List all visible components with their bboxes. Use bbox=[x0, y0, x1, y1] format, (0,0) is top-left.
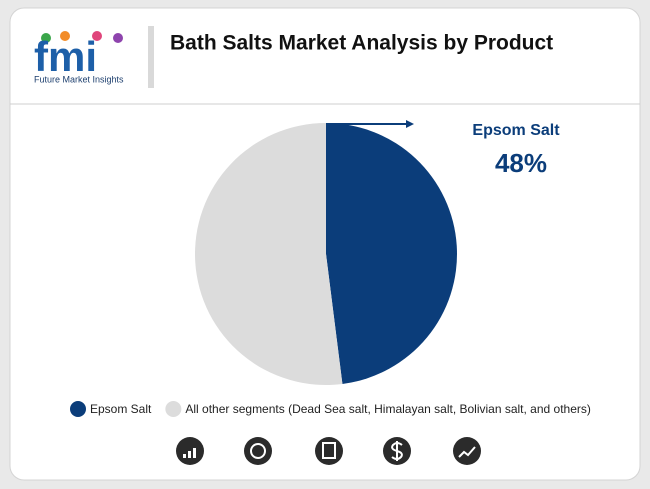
logo-dot bbox=[92, 31, 102, 41]
callout-label: Epsom Salt bbox=[472, 122, 560, 139]
value-label: 48% bbox=[495, 148, 547, 178]
pie-slice bbox=[326, 123, 458, 384]
legend: Epsom Salt All other segments (Dead Sea s… bbox=[70, 401, 591, 417]
icon bbox=[244, 437, 272, 465]
logo-dot bbox=[60, 31, 70, 41]
legend-label: Epsom Salt bbox=[90, 402, 152, 416]
icon-row bbox=[176, 437, 481, 465]
divider bbox=[148, 26, 154, 88]
icon-glyph bbox=[458, 446, 476, 458]
icon-glyph bbox=[183, 448, 196, 458]
logo-mark: fmi bbox=[34, 33, 97, 80]
logo-name: Future Market Insights bbox=[34, 74, 124, 84]
logo: fmi Future Market Insights bbox=[34, 31, 124, 84]
callout-arrowhead bbox=[406, 120, 414, 128]
icon-glyph bbox=[322, 442, 336, 459]
icon bbox=[453, 437, 481, 465]
logo-dot bbox=[41, 33, 51, 43]
pie-slice bbox=[195, 123, 343, 385]
pie bbox=[195, 123, 458, 385]
icon bbox=[315, 437, 343, 465]
legend-swatch bbox=[165, 401, 182, 417]
legend-swatch bbox=[70, 401, 86, 417]
logo-dot bbox=[113, 33, 123, 43]
legend-label: All other segments (Dead Sea salt, Himal… bbox=[185, 402, 591, 416]
chart-title: Bath Salts Market Analysis by Product bbox=[170, 32, 553, 55]
icon-glyph bbox=[391, 441, 403, 461]
icon-glyph bbox=[250, 443, 266, 459]
